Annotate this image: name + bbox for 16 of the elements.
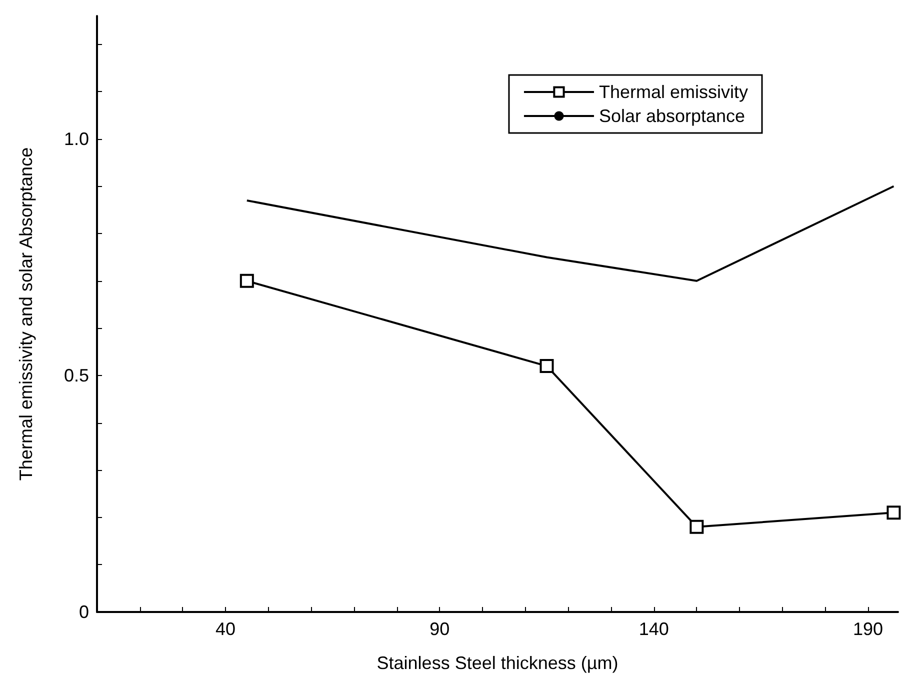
x-tick-label: 90 — [430, 619, 450, 639]
legend-label: Solar absorptance — [598, 106, 746, 126]
y-tick-label: 0 — [78, 602, 89, 622]
x-tick-label: 190 — [852, 619, 884, 639]
x-tick-label: 40 — [215, 619, 236, 639]
legend-label: Thermal emissivity — [598, 82, 748, 102]
y-tick-label: 1.0 — [64, 128, 89, 149]
line-series — [246, 185, 895, 282]
point — [540, 359, 554, 374]
point — [886, 506, 901, 520]
point — [240, 274, 254, 288]
point — [690, 520, 704, 534]
x-axis-title: Stainless Steel thickness (µm) — [376, 653, 618, 673]
y-axis-title: Thermal emissivity and solar Absorptance — [16, 147, 36, 481]
x-tick-label: 140 — [638, 619, 669, 639]
y-tick-label: 0.5 — [64, 365, 89, 386]
